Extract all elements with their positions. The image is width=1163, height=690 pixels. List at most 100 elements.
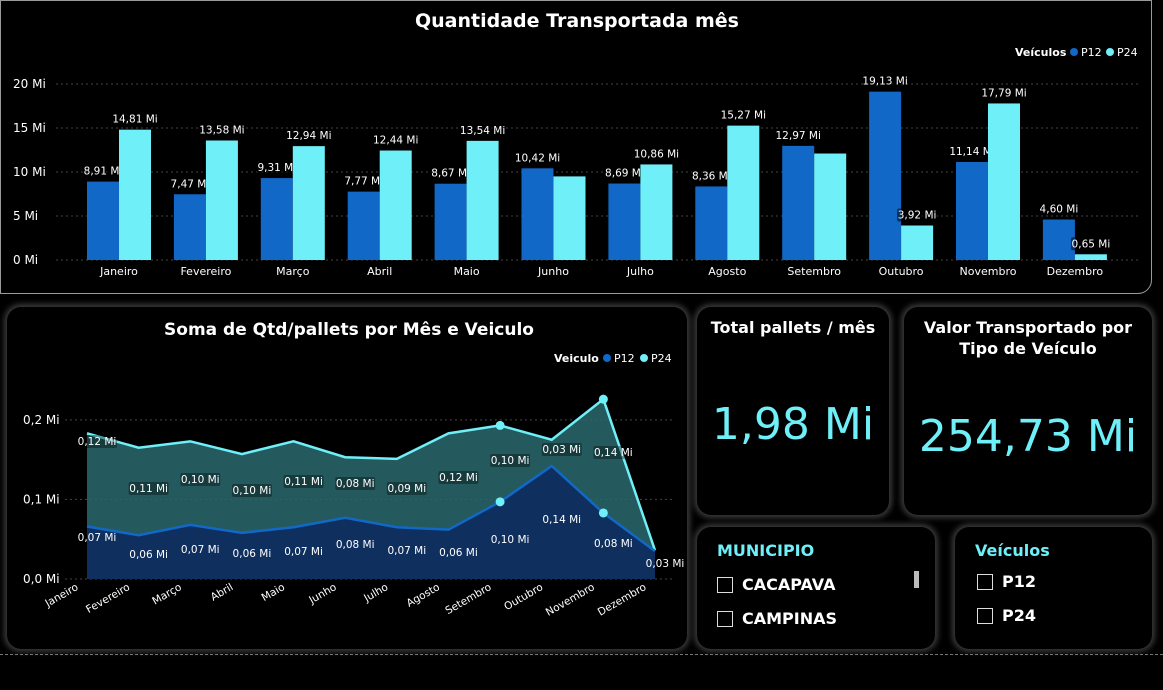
data-label: 0,10 Mi [181,474,220,486]
veiculos-option-p24[interactable]: P24 [977,606,1036,625]
point-p12 [495,497,505,507]
area-legend-item-p12[interactable]: P12 [614,352,635,365]
data-label-bg [256,161,297,175]
data-label-bg [169,177,210,191]
bar-p12 [173,194,206,260]
bar-p12 [1042,219,1075,260]
data-label-bg [952,144,992,158]
data-label: 10,86 Mi [634,148,679,160]
municipio-slicer-title: MUNICIPIO [717,541,815,560]
municipio-slicer[interactable]: MUNICIPIO CACAPAVA CAMPINAS [697,527,935,649]
y-tick-label: 20 Mi [13,77,46,91]
data-label: 0,07 Mi [181,544,220,556]
data-label-bg [1070,237,1111,251]
data-label: 14,81 Mi [112,114,157,126]
bar-p24 [553,176,586,260]
veiculos-slicer[interactable]: Veículos P12 P24 [955,527,1152,649]
valor-transportado-title-line1: Valor Transportado por [923,318,1133,337]
data-label: 0,10 Mi [491,455,530,467]
veiculos-option-label: P12 [1002,572,1036,591]
x-tick-label: Fevereiro [84,581,132,616]
bar-legend-item-p12[interactable]: P12 [1081,46,1102,59]
municipio-option-campinas[interactable]: CAMPINAS [717,609,837,628]
x-tick-label: Junho [306,581,338,607]
data-label-bg [283,475,324,488]
bar-p24 [988,103,1020,260]
x-tick-label: Março [276,265,310,278]
data-label: 12,94 Mi [286,130,331,142]
data-label: 8,67 Mi [431,168,470,180]
area-legend-item-p24[interactable]: P24 [651,352,672,365]
data-label: 0,07 Mi [387,545,426,557]
x-tick-label: Outubro [502,581,545,613]
legend-dot-p12 [1070,48,1078,56]
x-tick-label: Março [150,581,184,607]
bar-p12 [87,181,119,260]
area-chart-panel[interactable]: Soma de Qtd/pallets por Mês e Veiculo Ve… [7,307,687,649]
bar-p24 [292,146,325,260]
data-label-bg [723,108,764,122]
data-label-bg [180,473,221,486]
total-pallets-title: Total pallets / mês [710,318,876,337]
bar-plot-area: 0 Mi 5 Mi 10 Mi 15 Mi 20 Mi 8,91 Mi 14,81 Mi Ja… [13,74,1141,278]
valor-transportado-title-line2: Tipo de Veículo [959,339,1097,358]
data-label: 7,77 Mi [344,176,383,188]
area-chart[interactable]: Soma de Qtd/pallets por Mês e Veiculo Ve… [7,307,687,649]
x-tick-label: Outubro [879,265,924,278]
data-label: 8,91 Mi [84,166,123,178]
y-tick-label: 0,2 Mi [23,413,60,427]
data-label: 13,54 Mi [460,125,505,137]
veiculos-option-p12[interactable]: P12 [977,572,1036,591]
slicer-scrollbar[interactable] [914,571,919,588]
checkbox-icon[interactable] [717,610,733,627]
checkbox-icon[interactable] [977,607,993,624]
area-chart-legend[interactable]: Veiculo P12 P24 [554,352,672,365]
data-label: 0,08 Mi [336,539,375,551]
bar-chart-panel[interactable]: Quantidade Transportada mês Veículos P12… [0,0,1152,294]
bar-chart-legend[interactable]: Veículos P12 P24 [1015,46,1138,59]
data-label-bg [77,435,117,448]
y-tick-label: 15 Mi [13,121,46,135]
data-label: 10,42 Mi [515,152,560,164]
bar-p24 [1074,254,1107,260]
data-label: 0,14 Mi [542,514,581,526]
x-tick-label: Julho [626,265,654,278]
legend-dot-p12 [603,354,611,362]
data-label-bg [343,174,384,188]
area-plot-area: 0,0 Mi 0,1 Mi 0,2 Mi 0,12 Mi 0,11 Mi 0,10 Mi 0… [23,394,685,619]
x-tick-label: Dezembro [1047,265,1104,278]
municipio-option-cacapava[interactable]: CACAPAVA [717,575,835,594]
data-label-bg [462,123,503,137]
point-p12 [598,508,608,518]
line-p24 [86,397,657,551]
data-label-bg [128,482,169,495]
data-label-bg [541,443,582,456]
y-tick-label: 0,1 Mi [23,492,60,506]
data-label-bg [865,74,906,88]
data-label: 0,12 Mi [439,472,478,484]
bar-legend-item-p24[interactable]: P24 [1117,46,1138,59]
data-label: 0,03 Mi [646,558,685,570]
data-label: 0,08 Mi [336,478,375,490]
data-label: 19,13 Mi [862,76,907,88]
line-p12 [86,464,656,553]
bar-p12 [521,168,554,260]
bar-chart-title: Quantidade Transportada mês [415,10,739,32]
data-label-bg [386,482,427,495]
x-tick-label: Dezembro [596,581,649,618]
data-label: 4,60 Mi [1040,204,1079,216]
data-label-bg [231,484,272,497]
checkbox-icon[interactable] [977,573,993,590]
data-label: 0,07 Mi [284,546,323,558]
bar-chart[interactable]: Quantidade Transportada mês Veículos P12… [1,1,1151,293]
data-label-bg [201,123,242,137]
x-tick-label: Julho [361,581,390,605]
bar-p24 [727,125,760,261]
x-tick-label: Agosto [708,265,746,278]
data-label: 17,79 Mi [981,87,1026,99]
data-label: 0,14 Mi [594,447,633,459]
bar-p24 [640,164,673,260]
data-label: 0,06 Mi [129,549,168,561]
x-tick-label: Junho [537,265,569,278]
checkbox-icon[interactable] [717,576,733,593]
